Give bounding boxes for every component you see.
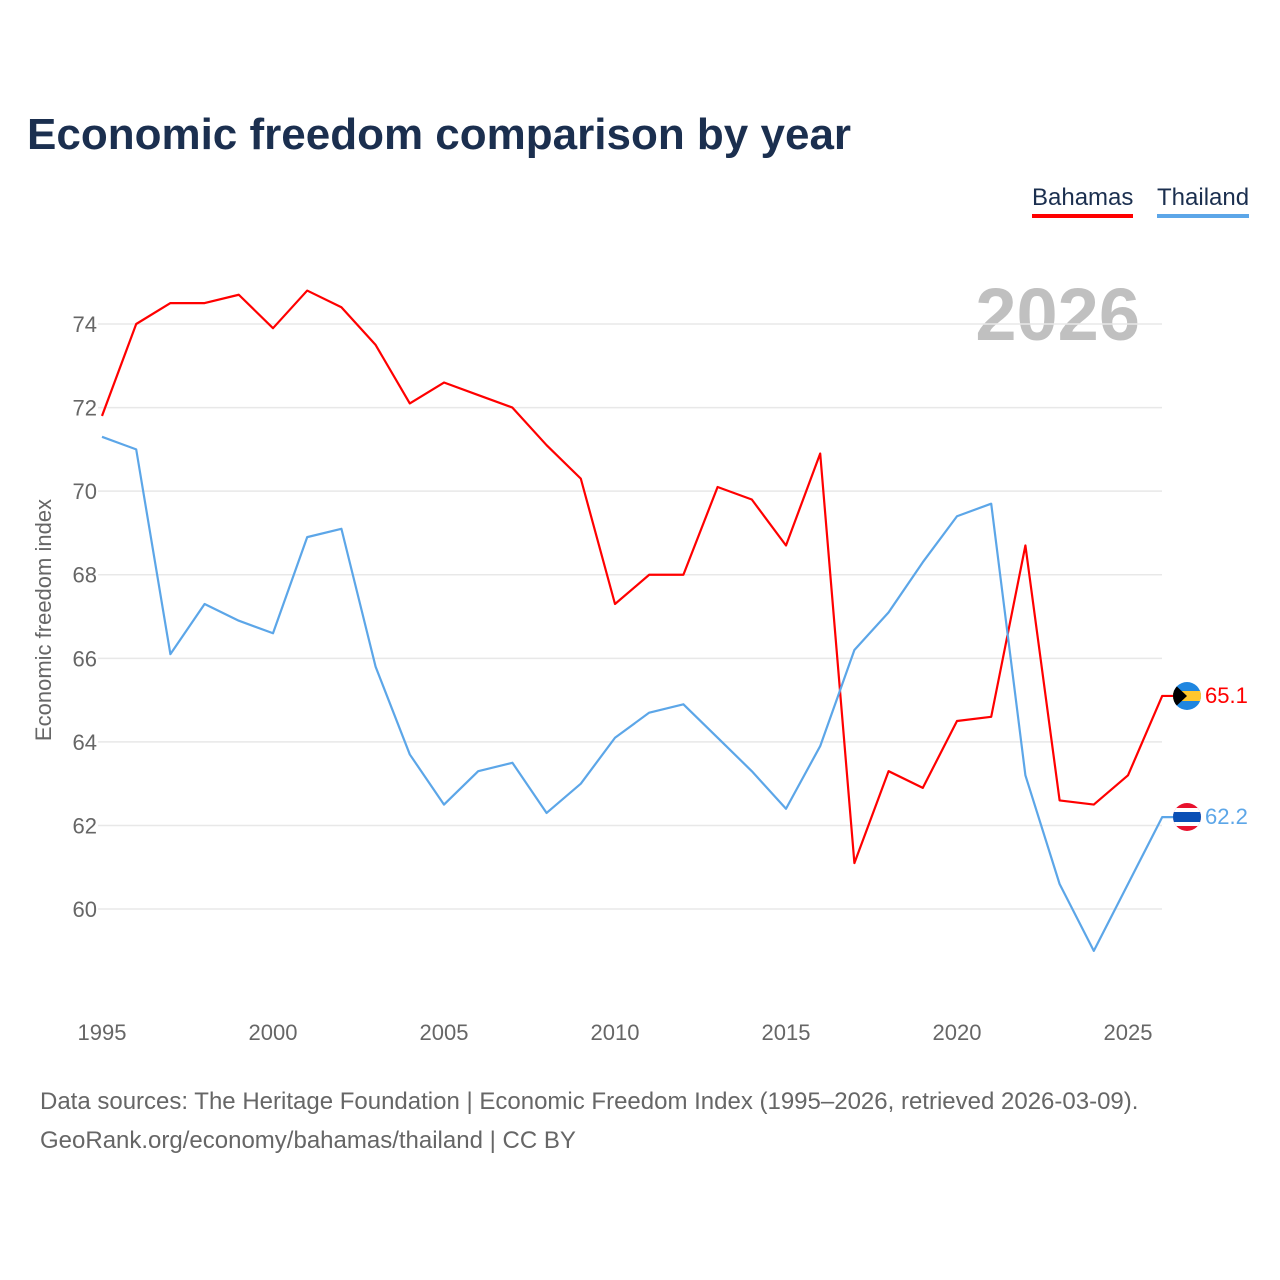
data-point-bahamas[interactable] [337,303,345,311]
data-point-bahamas[interactable] [1158,692,1166,700]
data-point-thailand[interactable] [850,646,858,654]
data-point-bahamas[interactable] [816,450,824,458]
data-point-bahamas[interactable] [885,767,893,775]
data-point-bahamas[interactable] [850,859,858,867]
data-point-thailand[interactable] [508,759,516,767]
data-point-thailand[interactable] [987,500,995,508]
data-point-bahamas[interactable] [1090,801,1098,809]
bahamas-end-label: 65.1 [1205,683,1248,708]
data-point-bahamas[interactable] [714,483,722,491]
x-tick-label: 2010 [591,1020,640,1045]
data-point-bahamas[interactable] [679,571,687,579]
data-point-thailand[interactable] [1021,771,1029,779]
data-point-bahamas[interactable] [474,391,482,399]
data-point-bahamas[interactable] [303,287,311,295]
year-watermark: 2026 [975,273,1140,356]
bahamas-flag-icon [1173,682,1201,710]
data-point-thailand[interactable] [201,600,209,608]
data-point-thailand[interactable] [1158,813,1166,821]
y-tick-label: 62 [73,813,97,838]
data-point-bahamas[interactable] [577,475,585,483]
thailand-end-label: 62.2 [1205,804,1248,829]
data-point-bahamas[interactable] [98,412,106,420]
data-point-bahamas[interactable] [166,299,174,307]
series-line-bahamas[interactable] [100,289,1175,865]
series-line-thailand[interactable] [101,435,1175,952]
data-point-thailand[interactable] [577,780,585,788]
y-tick-label: 68 [73,563,97,588]
data-point-thailand[interactable] [953,512,961,520]
data-point-bahamas[interactable] [269,324,277,332]
data-point-bahamas[interactable] [543,441,551,449]
data-point-thailand[interactable] [679,700,687,708]
x-tick-label: 2015 [762,1020,811,1045]
data-point-thailand[interactable] [440,801,448,809]
data-point-thailand[interactable] [1124,880,1132,888]
data-point-bahamas[interactable] [953,717,961,725]
data-point-thailand[interactable] [543,809,551,817]
data-point-bahamas[interactable] [1021,541,1029,549]
data-point-thailand[interactable] [645,709,653,717]
data-point-thailand[interactable] [406,750,414,758]
data-point-thailand[interactable] [885,608,893,616]
data-point-thailand[interactable] [782,805,790,813]
data-point-bahamas[interactable] [372,341,380,349]
data-point-thailand[interactable] [372,663,380,671]
data-point-bahamas[interactable] [1124,771,1132,779]
data-point-thailand[interactable] [474,767,482,775]
y-tick-label: 70 [73,479,97,504]
footer-attribution[interactable]: GeoRank.org/economy/bahamas/thailand | C… [40,1127,576,1154]
y-tick-label: 72 [73,396,97,421]
data-point-thailand[interactable] [303,533,311,541]
data-point-bahamas[interactable] [782,541,790,549]
y-tick-label: 60 [73,897,97,922]
data-point-bahamas[interactable] [987,713,995,721]
x-tick-label: 2020 [933,1020,982,1045]
data-point-bahamas[interactable] [611,600,619,608]
data-point-thailand[interactable] [166,650,174,658]
y-tick-label: 64 [73,730,97,755]
x-tick-label: 2025 [1104,1020,1153,1045]
x-tick-label: 2005 [420,1020,469,1045]
data-point-bahamas[interactable] [645,571,653,579]
data-point-thailand[interactable] [1090,947,1098,955]
data-point-thailand[interactable] [269,629,277,637]
data-point-thailand[interactable] [337,525,345,533]
data-point-bahamas[interactable] [440,379,448,387]
data-point-thailand[interactable] [1056,880,1064,888]
data-point-thailand[interactable] [748,767,756,775]
y-tick-label: 74 [73,312,97,337]
data-point-thailand[interactable] [919,558,927,566]
legend-item-bahamas[interactable]: Bahamas [1032,184,1134,218]
data-point-bahamas[interactable] [132,320,140,328]
data-point-thailand[interactable] [816,742,824,750]
data-point-thailand[interactable] [714,734,722,742]
data-point-bahamas[interactable] [748,496,756,504]
x-tick-label: 1995 [78,1020,127,1045]
data-point-bahamas[interactable] [201,299,209,307]
data-point-thailand[interactable] [611,734,619,742]
chart-title: Economic freedom comparison by year [27,110,852,159]
data-point-bahamas[interactable] [1056,796,1064,804]
data-point-thailand[interactable] [235,617,243,625]
data-point-bahamas[interactable] [919,784,927,792]
y-axis-label: Economic freedom index [31,499,56,741]
thailand-flag-icon [1173,803,1201,831]
x-tick-label: 2000 [249,1020,298,1045]
data-point-thailand[interactable] [98,433,106,441]
data-point-bahamas[interactable] [235,291,243,299]
y-tick-label: 66 [73,646,97,671]
legend-item-thailand[interactable]: Thailand [1157,184,1250,218]
data-point-thailand[interactable] [132,445,140,453]
data-point-bahamas[interactable] [508,404,516,412]
data-point-bahamas[interactable] [406,399,414,407]
footer-sources: Data sources: The Heritage Foundation | … [40,1088,1139,1115]
